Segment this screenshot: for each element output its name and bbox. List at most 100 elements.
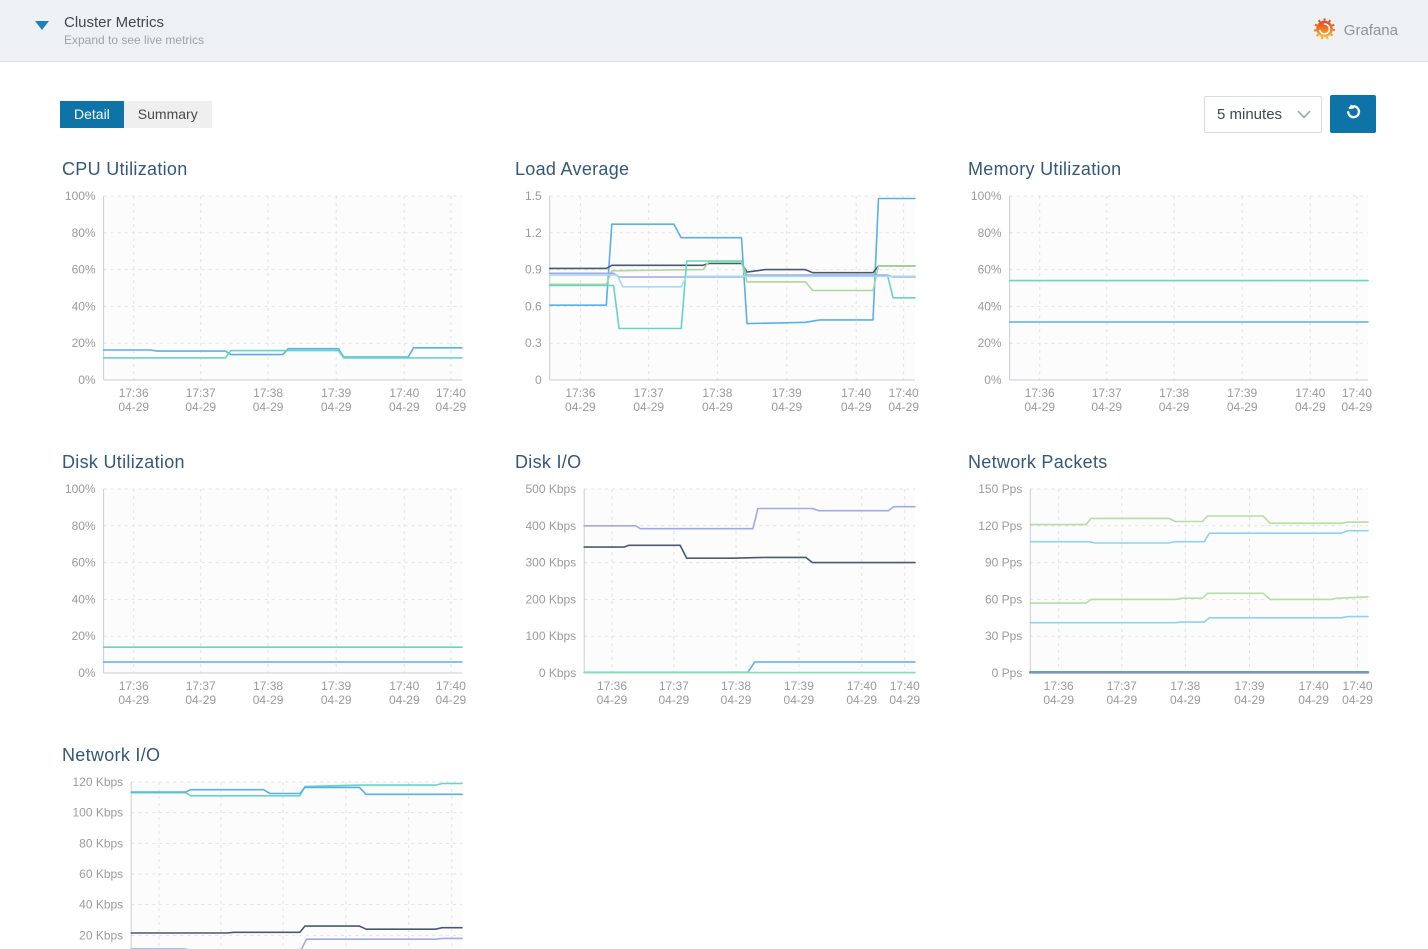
svg-text:40%: 40% — [72, 592, 96, 606]
chart-canvas: 0 Pps30 Pps60 Pps90 Pps120 Pps150 Pps17:… — [966, 479, 1376, 723]
svg-text:1.5: 1.5 — [525, 189, 542, 203]
chart-canvas: 0%20%40%60%80%100%17:3604-2917:3704-2917… — [966, 186, 1376, 430]
chart-load-average: Load Average 00.30.60.91.21.517:3604-291… — [513, 159, 966, 430]
brand-label: Grafana — [1344, 22, 1398, 39]
svg-text:04-29: 04-29 — [846, 693, 877, 707]
svg-text:04-29: 04-29 — [565, 400, 596, 414]
collapse-triangle-icon[interactable] — [35, 21, 49, 30]
chart-title: Network I/O — [62, 745, 513, 766]
svg-text:17:40: 17:40 — [889, 386, 919, 400]
svg-text:17:36: 17:36 — [565, 386, 595, 400]
time-range-select[interactable]: 5 minutes — [1204, 96, 1322, 133]
chart-disk-utilization: Disk Utilization 0%20%40%60%80%100%17:36… — [60, 452, 513, 723]
svg-text:500 Kbps: 500 Kbps — [525, 482, 576, 496]
svg-text:20 Kbps: 20 Kbps — [79, 928, 123, 942]
view-tabs: Detail Summary — [60, 101, 212, 128]
chart-plot[interactable]: 0%20%40%60%80%100%17:3604-2917:3704-2917… — [60, 479, 513, 723]
svg-text:80%: 80% — [72, 519, 96, 533]
svg-text:17:40: 17:40 — [841, 386, 871, 400]
svg-text:400 Kbps: 400 Kbps — [525, 519, 576, 533]
svg-text:0.9: 0.9 — [525, 263, 542, 277]
chart-title: CPU Utilization — [62, 159, 513, 180]
svg-text:04-29: 04-29 — [253, 400, 284, 414]
svg-text:04-29: 04-29 — [1170, 693, 1201, 707]
svg-text:17:39: 17:39 — [784, 679, 814, 693]
svg-text:04-29: 04-29 — [1295, 400, 1326, 414]
chart-canvas: 0 Kbps100 Kbps200 Kbps300 Kbps400 Kbps50… — [513, 479, 923, 723]
svg-text:60 Kbps: 60 Kbps — [79, 867, 123, 881]
svg-text:17:39: 17:39 — [1234, 679, 1264, 693]
svg-text:17:39: 17:39 — [321, 679, 351, 693]
svg-text:0%: 0% — [984, 373, 1002, 387]
svg-text:17:40: 17:40 — [436, 386, 466, 400]
svg-text:20%: 20% — [978, 336, 1002, 350]
chart-canvas: 0 Kbps20 Kbps40 Kbps60 Kbps80 Kbps100 Kb… — [60, 772, 470, 949]
svg-text:04-29: 04-29 — [1159, 400, 1190, 414]
svg-text:0 Kbps: 0 Kbps — [539, 666, 576, 680]
svg-text:0: 0 — [535, 373, 542, 387]
page-title: Cluster Metrics — [64, 13, 204, 32]
chart-plot[interactable]: 00.30.60.91.21.517:3604-2917:3704-2917:3… — [513, 186, 966, 430]
svg-text:04-29: 04-29 — [1024, 400, 1055, 414]
svg-text:0%: 0% — [78, 666, 96, 680]
svg-text:17:40: 17:40 — [436, 679, 466, 693]
chart-plot[interactable]: 0 Kbps100 Kbps200 Kbps300 Kbps400 Kbps50… — [513, 479, 966, 723]
chart-plot[interactable]: 0%20%40%60%80%100%17:3604-2917:3704-2917… — [966, 186, 1419, 430]
svg-text:300 Kbps: 300 Kbps — [525, 556, 576, 570]
svg-text:04-29: 04-29 — [1106, 693, 1137, 707]
svg-text:17:38: 17:38 — [253, 679, 283, 693]
svg-text:17:38: 17:38 — [721, 679, 751, 693]
svg-text:04-29: 04-29 — [253, 693, 284, 707]
svg-text:80 Kbps: 80 Kbps — [79, 836, 123, 850]
svg-text:04-29: 04-29 — [1227, 400, 1258, 414]
svg-text:17:36: 17:36 — [1025, 386, 1055, 400]
svg-text:04-29: 04-29 — [436, 693, 467, 707]
svg-text:04-29: 04-29 — [185, 400, 216, 414]
refresh-button[interactable] — [1330, 95, 1376, 133]
svg-text:100%: 100% — [65, 482, 96, 496]
svg-text:04-29: 04-29 — [1043, 693, 1074, 707]
chart-plot[interactable]: 0 Pps30 Pps60 Pps90 Pps120 Pps150 Pps17:… — [966, 479, 1419, 723]
svg-text:17:36: 17:36 — [1044, 679, 1074, 693]
svg-text:17:40: 17:40 — [847, 679, 877, 693]
tab-detail[interactable]: Detail — [60, 101, 124, 128]
svg-text:04-29: 04-29 — [597, 693, 628, 707]
svg-text:40%: 40% — [978, 299, 1002, 313]
svg-text:17:39: 17:39 — [1227, 386, 1257, 400]
chart-network-io: Network I/O 0 Kbps20 Kbps40 Kbps60 Kbps8… — [60, 745, 513, 949]
svg-text:80%: 80% — [72, 226, 96, 240]
svg-text:04-29: 04-29 — [633, 400, 664, 414]
chart-plot[interactable]: 0%20%40%60%80%100%17:3604-2917:3704-2917… — [60, 186, 513, 430]
svg-text:04-29: 04-29 — [784, 693, 815, 707]
svg-text:17:37: 17:37 — [186, 679, 216, 693]
toolbar: Detail Summary 5 minutes — [60, 95, 1376, 133]
svg-text:17:40: 17:40 — [890, 679, 920, 693]
svg-text:04-29: 04-29 — [1091, 400, 1122, 414]
tab-summary[interactable]: Summary — [124, 101, 212, 128]
chart-plot[interactable]: 0 Kbps20 Kbps40 Kbps60 Kbps80 Kbps100 Kb… — [60, 772, 513, 949]
chart-title: Network Packets — [968, 452, 1419, 473]
svg-text:04-29: 04-29 — [841, 400, 872, 414]
svg-text:04-29: 04-29 — [888, 400, 919, 414]
svg-text:17:40: 17:40 — [1299, 679, 1329, 693]
svg-text:17:38: 17:38 — [1170, 679, 1200, 693]
cluster-metrics-page: Cluster Metrics Expand to see live metri… — [0, 0, 1428, 949]
svg-text:1.2: 1.2 — [525, 226, 542, 240]
svg-text:0%: 0% — [78, 373, 96, 387]
chart-cpu-utilization: CPU Utilization 0%20%40%60%80%100%17:360… — [60, 159, 513, 430]
grafana-logo-icon — [1313, 17, 1336, 45]
grafana-brand-link[interactable]: Grafana — [1313, 17, 1398, 45]
svg-text:17:38: 17:38 — [253, 386, 283, 400]
svg-text:04-29: 04-29 — [889, 693, 920, 707]
svg-text:30 Pps: 30 Pps — [985, 629, 1022, 643]
svg-text:17:37: 17:37 — [186, 386, 216, 400]
svg-text:04-29: 04-29 — [721, 693, 752, 707]
svg-text:04-29: 04-29 — [321, 693, 352, 707]
svg-text:40%: 40% — [72, 299, 96, 313]
chart-canvas: 0%20%40%60%80%100%17:3604-2917:3704-2917… — [60, 186, 470, 430]
svg-text:80%: 80% — [978, 226, 1002, 240]
svg-text:17:37: 17:37 — [1092, 386, 1122, 400]
svg-text:0.3: 0.3 — [525, 336, 542, 350]
svg-text:17:37: 17:37 — [634, 386, 664, 400]
svg-text:04-29: 04-29 — [321, 400, 352, 414]
